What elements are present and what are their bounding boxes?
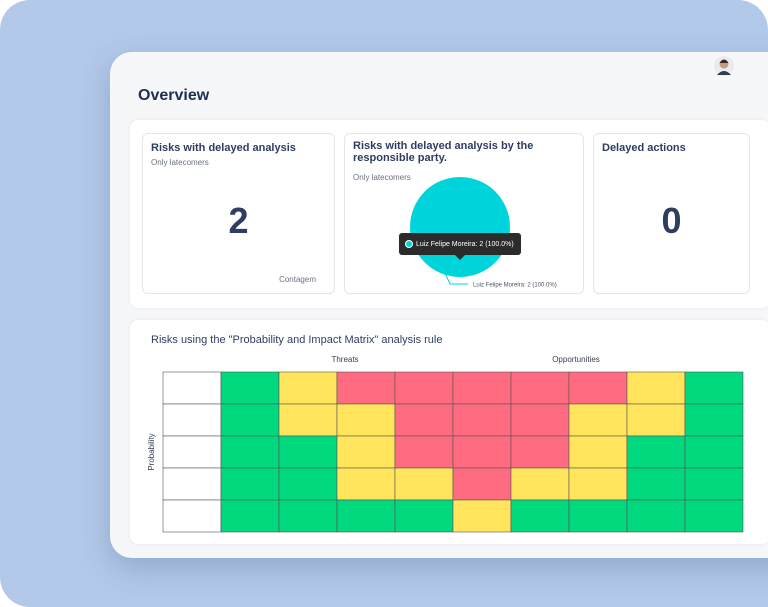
matrix-cell <box>162 467 222 501</box>
tile-subtitle: Only latecomers <box>353 173 411 182</box>
matrix-title: Risks using the "Probability and Impact … <box>151 334 443 346</box>
tile-value: 0 <box>661 200 682 241</box>
matrix-cell <box>452 499 512 533</box>
pie-label: Luiz Felipe Moreira: 2 (100.0%) <box>473 283 557 289</box>
matrix-cell <box>278 467 338 501</box>
matrix-cell <box>162 435 222 469</box>
matrix-cell <box>684 467 744 501</box>
matrix-cell <box>394 435 454 469</box>
matrix-cell <box>336 371 396 405</box>
matrix-cell <box>452 371 512 405</box>
matrix-section: Risks using the "Probability and Impact … <box>130 320 768 544</box>
matrix-cell <box>278 499 338 533</box>
matrix-cell <box>336 435 396 469</box>
matrix-cell <box>162 499 222 533</box>
avatar-body <box>717 71 731 75</box>
avatar-hair <box>719 59 729 63</box>
matrix-cell <box>626 499 686 533</box>
matrix-cell <box>568 467 628 501</box>
matrix-cell <box>220 403 280 437</box>
matrix-cell <box>568 403 628 437</box>
matrix-cell <box>394 467 454 501</box>
matrix-cell <box>162 371 222 405</box>
tooltip <box>399 233 521 255</box>
matrix-cell <box>336 403 396 437</box>
tile-title: Risks with delayed analysis <box>151 142 296 154</box>
tooltip-arrow <box>455 255 465 260</box>
pie-tile[interactable]: Risks with delayed analysis by the respo… <box>344 133 584 294</box>
matrix: Threats Opportunities Probability <box>147 355 744 533</box>
matrix-cell <box>626 435 686 469</box>
matrix-cell <box>278 403 338 437</box>
pie-chart: Luiz Felipe Moreira: 2 (100.0%) Luiz Feli… <box>399 177 557 289</box>
matrix-cell <box>568 499 628 533</box>
matrix-cell <box>220 371 280 405</box>
pie-slice <box>410 177 510 277</box>
matrix-cell <box>684 435 744 469</box>
page-title: Overview <box>138 87 210 104</box>
matrix-cell <box>510 403 570 437</box>
matrix-cell <box>452 467 512 501</box>
matrix-header: Threats <box>331 355 358 364</box>
matrix-cell <box>220 499 280 533</box>
matrix-cell <box>568 435 628 469</box>
matrix-cell <box>684 403 744 437</box>
tile-subtitle: Only latecomers <box>151 158 209 167</box>
matrix-cell <box>336 499 396 533</box>
matrix-cell <box>278 435 338 469</box>
matrix-cell <box>220 467 280 501</box>
matrix-cell <box>626 403 686 437</box>
summary-tile[interactable]: Risks with delayed analysis Only latecom… <box>142 133 335 294</box>
tile-value: 2 <box>228 200 249 241</box>
summary-section: Risks with delayed analysis Only latecom… <box>130 120 768 308</box>
matrix-cell <box>684 371 744 405</box>
matrix-cell <box>510 371 570 405</box>
tile-title: Delayed actions <box>602 142 686 154</box>
matrix-cell <box>568 371 628 405</box>
pie-leader <box>444 272 468 285</box>
matrix-cell <box>452 403 512 437</box>
matrix-cell <box>220 435 280 469</box>
matrix-cell <box>510 499 570 533</box>
matrix-cell <box>336 467 396 501</box>
matrix-cell <box>278 371 338 405</box>
matrix-cell <box>394 499 454 533</box>
matrix-cell <box>510 435 570 469</box>
matrix-cell <box>394 371 454 405</box>
matrix-cell <box>162 403 222 437</box>
matrix-header: Opportunities <box>552 355 600 364</box>
matrix-cell <box>626 467 686 501</box>
tooltip-swatch <box>405 240 413 248</box>
matrix-cell <box>684 499 744 533</box>
avatar[interactable] <box>713 55 735 77</box>
matrix-y-label: Probability <box>147 433 156 470</box>
tooltip-text: Luiz Felipe Moreira: 2 (100.0%) <box>416 241 514 248</box>
dashboard-card: Overview Risks with delayed analysis Onl… <box>110 52 768 558</box>
matrix-cell <box>452 435 512 469</box>
tile-title: Risks with delayed analysis by the respo… <box>353 140 534 164</box>
matrix-cell <box>626 371 686 405</box>
matrix-cell <box>510 467 570 501</box>
summary-tile[interactable]: Delayed actions 0 <box>593 133 750 294</box>
tile-footer: Contagem <box>279 275 316 284</box>
matrix-cell <box>394 403 454 437</box>
